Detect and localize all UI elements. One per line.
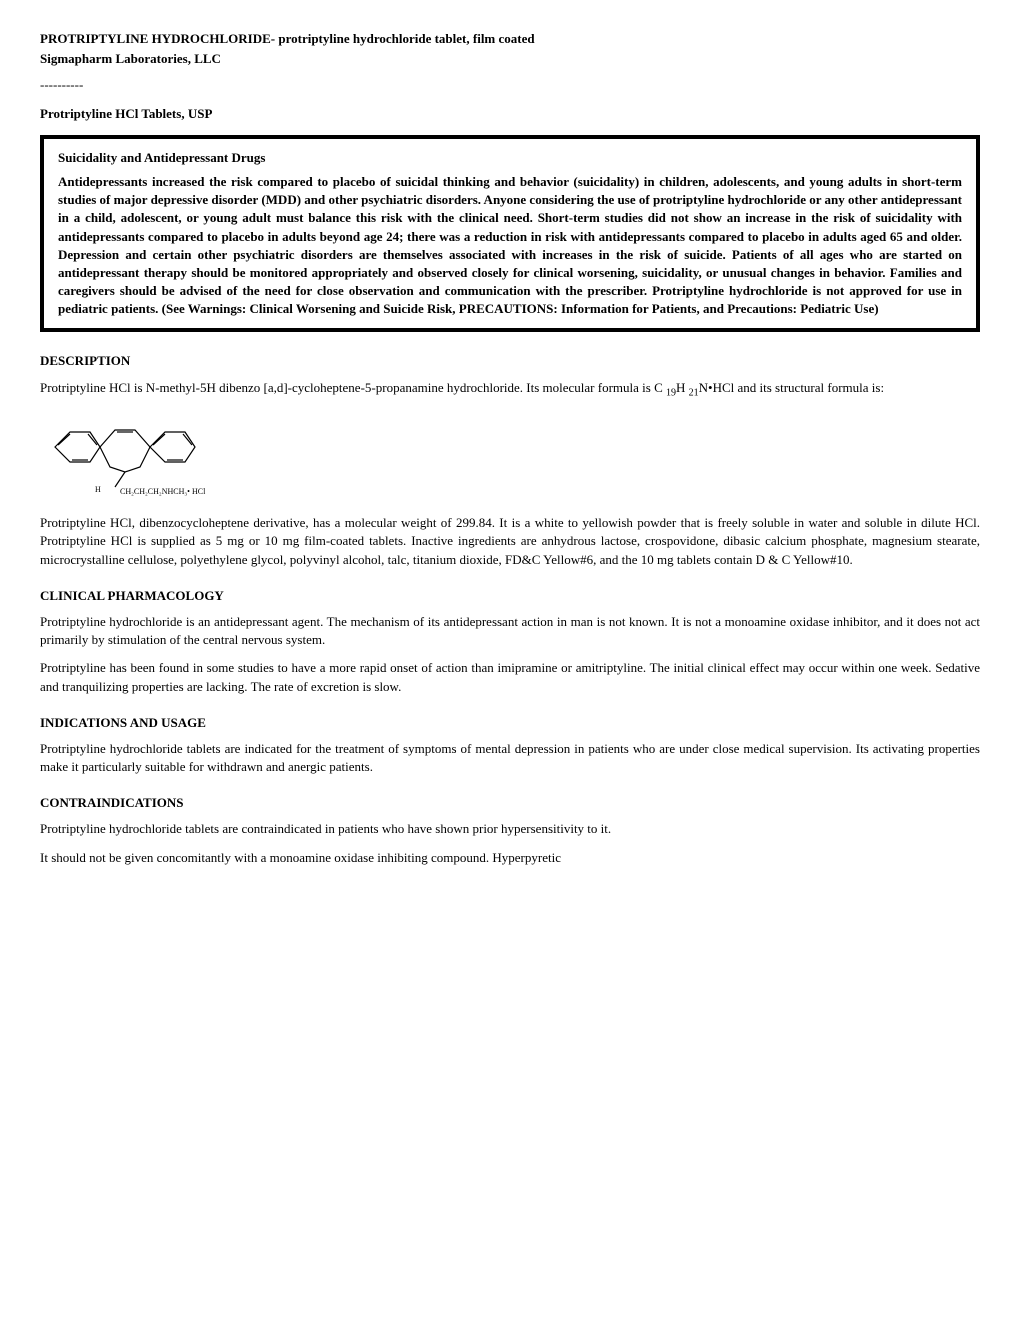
description-p1: Protriptyline HCl is N-methyl-5H dibenzo…	[40, 379, 980, 401]
subscript-21: 21	[689, 387, 699, 398]
warning-body: Antidepressants increased the risk compa…	[58, 173, 962, 319]
svg-text:H: H	[95, 485, 101, 494]
desc-p1-text: Protriptyline HCl is N-methyl-5H dibenzo…	[40, 380, 666, 395]
warning-heading: Suicidality and Antidepressant Drugs	[58, 149, 962, 167]
desc-p1-post: N•HCl and its structural formula is:	[699, 380, 884, 395]
separator: ----------	[40, 76, 980, 94]
manufacturer: Sigmapharm Laboratories, LLC	[40, 50, 980, 68]
contraindications-p2: It should not be given concomitantly wit…	[40, 849, 980, 867]
subscript-19: 19	[666, 387, 676, 398]
pharmacology-p1: Protriptyline hydrochloride is an antide…	[40, 613, 980, 649]
structural-formula: H CH₂CH₂CH₂NHCH₃• HCl	[40, 412, 240, 502]
drug-title: PROTRIPTYLINE HYDROCHLORIDE- protriptyli…	[40, 30, 980, 48]
boxed-warning: Suicidality and Antidepressant Drugs Ant…	[40, 135, 980, 333]
description-heading: DESCRIPTION	[40, 352, 980, 370]
description-p2: Protriptyline HCl, dibenzocycloheptene d…	[40, 514, 980, 569]
contraindications-p1: Protriptyline hydrochloride tablets are …	[40, 820, 980, 838]
product-subtitle: Protriptyline HCl Tablets, USP	[40, 105, 980, 123]
contraindications-heading: CONTRAINDICATIONS	[40, 794, 980, 812]
indications-p1: Protriptyline hydrochloride tablets are …	[40, 740, 980, 776]
pharmacology-heading: CLINICAL PHARMACOLOGY	[40, 587, 980, 605]
formula-label: CH₂CH₂CH₂NHCH₃• HCl	[120, 487, 206, 496]
pharmacology-p2: Protriptyline has been found in some stu…	[40, 659, 980, 695]
desc-p1-mid: H	[676, 380, 689, 395]
indications-heading: INDICATIONS AND USAGE	[40, 714, 980, 732]
